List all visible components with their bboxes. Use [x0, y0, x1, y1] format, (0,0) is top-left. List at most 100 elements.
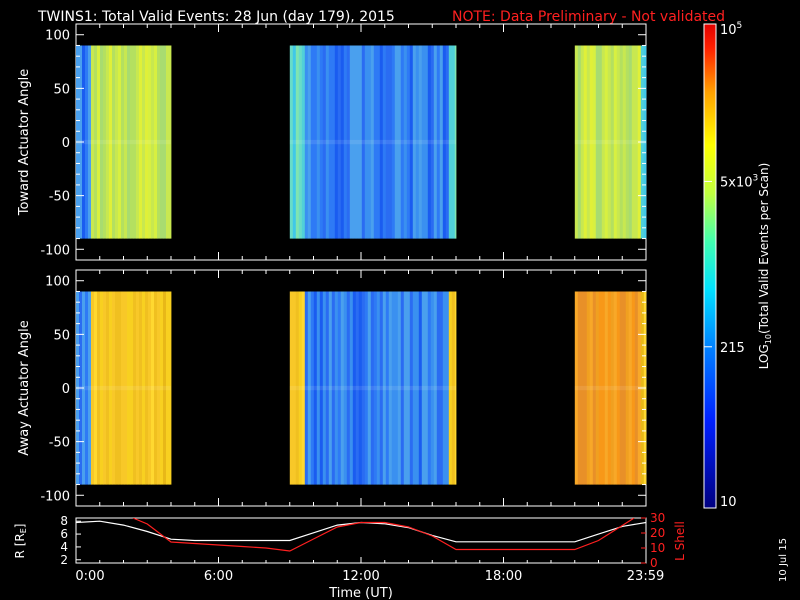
- colorbar-tick-label: 10: [720, 495, 737, 510]
- away-column: [100, 291, 104, 485]
- away-column: [340, 291, 345, 485]
- away-column: [127, 291, 131, 485]
- toward-column: [139, 45, 143, 239]
- lshell-line: [132, 518, 635, 552]
- toward-center-band: [574, 139, 647, 145]
- toward-column: [583, 45, 588, 239]
- away-column: [397, 291, 402, 485]
- away-column: [148, 291, 152, 485]
- toward-column: [616, 45, 621, 239]
- away-column: [169, 291, 172, 485]
- orbit-left-tick-label: 6: [60, 527, 68, 541]
- away-column: [442, 291, 447, 485]
- away-column: [610, 291, 615, 485]
- away-column: [454, 291, 457, 485]
- toward-column: [574, 45, 579, 239]
- toward-column: [376, 45, 381, 239]
- toward-column: [364, 45, 369, 239]
- toward-column: [124, 45, 128, 239]
- away-column: [328, 291, 333, 485]
- orbit-xtick-label: 12:00: [342, 569, 379, 584]
- toward-column: [157, 45, 161, 239]
- toward-column: [121, 45, 125, 239]
- toward-ytick-label: -100: [40, 243, 70, 258]
- toward-column: [448, 45, 453, 239]
- toward-column: [415, 45, 420, 239]
- toward-column: [439, 45, 444, 239]
- away-column: [334, 291, 339, 485]
- toward-column: [592, 45, 597, 239]
- away-column: [619, 291, 624, 485]
- toward-column: [604, 45, 609, 239]
- away-column: [364, 291, 369, 485]
- orbit-left-tick-label: 2: [60, 553, 68, 567]
- away-column: [121, 291, 125, 485]
- toward-center-band: [76, 139, 171, 145]
- toward-column: [334, 45, 339, 239]
- away-column: [622, 291, 627, 485]
- toward-column: [409, 45, 414, 239]
- toward-column: [400, 45, 405, 239]
- x-axis-title: Time (UT): [328, 586, 393, 600]
- toward-column: [85, 45, 89, 239]
- toward-column: [391, 45, 396, 239]
- orbit-panel-frame: [75, 517, 647, 564]
- toward-column: [619, 45, 624, 239]
- away-column: [592, 291, 597, 485]
- toward-column: [136, 45, 140, 239]
- toward-ytick-label: -50: [49, 190, 70, 205]
- away-column: [109, 291, 113, 485]
- toward-column: [346, 45, 351, 239]
- toward-column: [631, 45, 636, 239]
- toward-column: [301, 45, 306, 239]
- toward-column: [118, 45, 122, 239]
- toward-column: [112, 45, 116, 239]
- orbit-left-tick-label: 4: [60, 540, 68, 554]
- toward-ytick-label: 100: [45, 29, 70, 44]
- toward-column: [328, 45, 333, 239]
- toward-ytick-label: 50: [53, 82, 70, 97]
- away-column: [118, 291, 122, 485]
- toward-column: [319, 45, 324, 239]
- away-column: [151, 291, 155, 485]
- away-ylabel: Away Actuator Angle: [17, 320, 32, 455]
- away-column: [163, 291, 167, 485]
- away-column: [625, 291, 630, 485]
- away-column: [415, 291, 420, 485]
- toward-column: [133, 45, 137, 239]
- away-column: [145, 291, 149, 485]
- away-column: [319, 291, 324, 485]
- away-column: [115, 291, 119, 485]
- away-column: [370, 291, 375, 485]
- away-column: [628, 291, 633, 485]
- away-column: [586, 291, 591, 485]
- away-column: [307, 291, 312, 485]
- colorbar-tick-label: 215: [720, 341, 745, 356]
- away-column: [607, 291, 612, 485]
- away-ytick-label: 0: [62, 382, 70, 397]
- toward-column: [130, 45, 134, 239]
- toward-column: [382, 45, 387, 239]
- toward-column: [142, 45, 146, 239]
- toward-column: [154, 45, 158, 239]
- away-column: [358, 291, 363, 485]
- toward-column: [394, 45, 399, 239]
- away-column: [448, 291, 453, 485]
- toward-column: [586, 45, 591, 239]
- toward-column: [337, 45, 342, 239]
- away-column: [424, 291, 429, 485]
- toward-column: [622, 45, 627, 239]
- away-column: [133, 291, 137, 485]
- toward-column: [331, 45, 336, 239]
- away-column: [349, 291, 354, 485]
- away-column: [142, 291, 146, 485]
- away-column: [97, 291, 101, 485]
- toward-column: [343, 45, 348, 239]
- away-column: [160, 291, 164, 485]
- colorbar-tick-label: 5x103: [720, 173, 758, 190]
- toward-column: [442, 45, 447, 239]
- toward-column: [598, 45, 603, 239]
- toward-column: [94, 45, 98, 239]
- toward-column: [316, 45, 321, 239]
- toward-column: [412, 45, 417, 239]
